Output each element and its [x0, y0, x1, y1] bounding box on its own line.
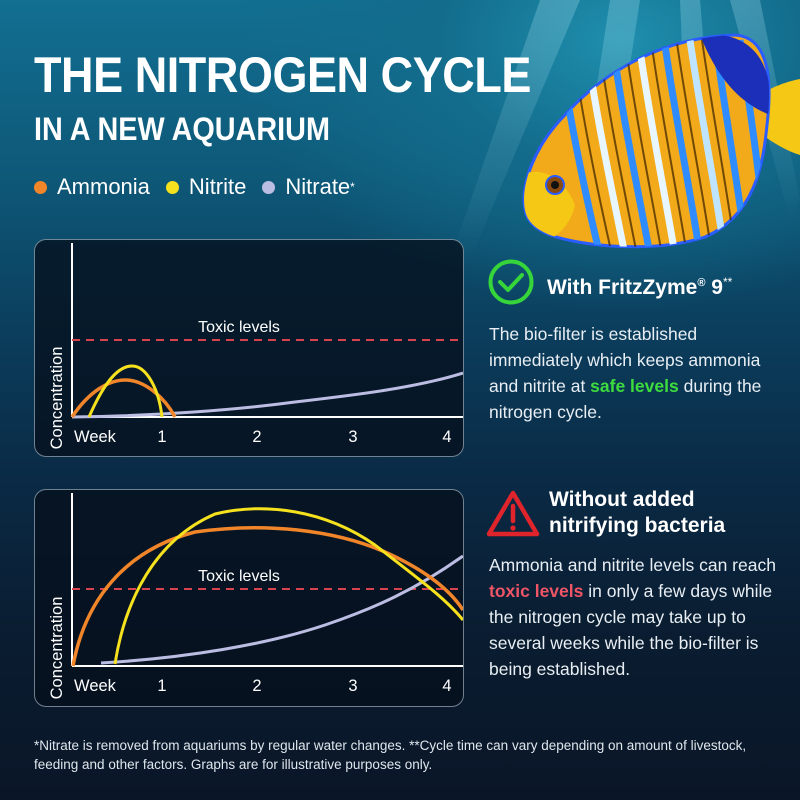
chart-without-bacteria: Concentration Toxic levels Week 1 2 3 4: [34, 489, 464, 707]
chart-svg: Concentration Toxic levels Week 1 2 3 4: [48, 243, 463, 450]
nitrite-line: [113, 507, 463, 665]
ammonia-dot-icon: [34, 180, 47, 194]
nitrate-line: [100, 554, 463, 665]
angelfish-illustration: [522, 33, 800, 249]
nitrite-line: [87, 364, 164, 418]
x-tick: 3: [348, 428, 357, 446]
body-text: Ammonia and nitrite levels can reach: [489, 555, 776, 575]
registered-mark: ®: [697, 277, 706, 289]
double-asterisk: **: [722, 275, 733, 289]
with-heading: With FritzZyme® 9**: [547, 269, 732, 301]
x-axis-label: Week: [74, 677, 117, 695]
x-tick: 2: [252, 428, 261, 446]
y-axis-label: Concentration: [48, 597, 66, 700]
x-tick: 3: [348, 677, 357, 695]
legend-label: Nitrite: [188, 174, 247, 199]
nitrate-dot-icon: [262, 180, 276, 194]
chart-with-fritzzyme: Concentration Toxic levels Week 1 2 3 4: [34, 239, 464, 457]
toxic-levels-highlight: toxic levels: [489, 581, 584, 601]
legend-item-nitrate: Nitrate *: [262, 174, 355, 200]
legend-item-ammonia: Ammonia: [34, 174, 150, 200]
body-text: in only a few days while the nitrogen cy…: [489, 581, 773, 679]
with-body: The bio-filter is established immediatel…: [489, 321, 779, 425]
body-text: The bio-filter is established immediatel…: [489, 324, 761, 396]
chart-svg: Concentration Toxic levels Week 1 2 3 4: [48, 493, 463, 700]
heading-number: 9: [705, 276, 723, 299]
check-circle-icon: [488, 259, 534, 305]
x-tick: 4: [442, 428, 451, 446]
x-axis-label: Week: [74, 428, 117, 446]
ammonia-line: [70, 378, 177, 418]
legend-label: Ammonia: [57, 174, 150, 199]
warning-triangle-icon: [486, 490, 540, 537]
chart-legend: Ammonia Nitrite Nitrate *: [34, 174, 371, 200]
body-text: during the nitrogen cycle.: [489, 376, 762, 422]
heading-line: Without added: [549, 488, 695, 511]
nitrate-line: [71, 371, 463, 419]
heading-line: nitrifying bacteria: [549, 514, 726, 537]
toxic-levels-label: Toxic levels: [198, 319, 280, 336]
without-body: Ammonia and nitrite levels can reach tox…: [489, 552, 789, 682]
legend-label: Nitrate: [285, 174, 351, 199]
safe-levels-highlight: safe levels: [590, 376, 679, 396]
heading-text: With FritzZyme: [547, 276, 698, 299]
nitrite-dot-icon: [165, 180, 179, 194]
x-tick: 2: [252, 677, 261, 695]
legend-item-nitrite: Nitrite: [165, 174, 247, 200]
toxic-levels-label: Toxic levels: [198, 568, 280, 585]
x-tick: 1: [157, 677, 166, 695]
asterisk: *: [350, 180, 355, 194]
footnote: *Nitrate is removed from aquariums by re…: [34, 738, 747, 772]
without-heading: Without added nitrifying bacteria: [549, 487, 725, 539]
page-title: THE NITROGEN CYCLE: [34, 47, 531, 103]
x-tick: 4: [442, 677, 451, 695]
x-tick: 1: [157, 428, 166, 446]
page-subtitle: IN A NEW AQUARIUM: [34, 111, 330, 147]
y-axis-label: Concentration: [48, 347, 66, 450]
ammonia-line: [71, 525, 463, 667]
